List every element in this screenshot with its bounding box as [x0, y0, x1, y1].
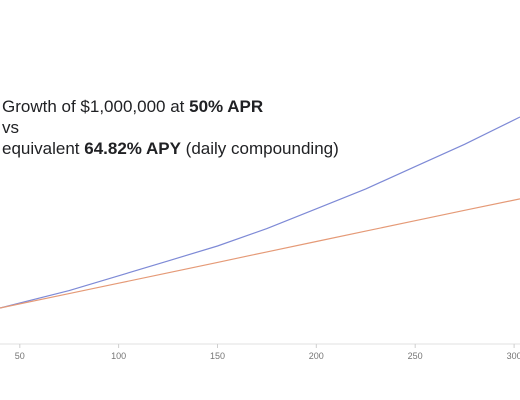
x-tick-label: 50	[15, 351, 25, 361]
x-tick-label: 250	[408, 351, 423, 361]
title-line-2: vs	[2, 118, 19, 137]
series-line-orange	[0, 198, 520, 309]
title-line-3: equivalent 64.82% APY (daily compounding…	[2, 138, 339, 159]
title-line-3-bold: 64.82% APY	[84, 139, 181, 158]
x-tick-label: 150	[210, 351, 225, 361]
series-layer	[0, 116, 520, 309]
title-line-3-prefix: equivalent	[2, 139, 85, 158]
title-line-1: Growth of $1,000,000 at 50% APR	[2, 96, 339, 117]
x-axis-ticks: 50 100 150 200 250 300	[15, 344, 520, 361]
title-line-1-prefix: Growth of $1,000,000 at	[2, 97, 190, 116]
x-tick-label: 300	[507, 351, 520, 361]
x-tick-label: 200	[309, 351, 324, 361]
title-line-3-suffix: (daily compounding)	[180, 139, 339, 158]
title-line-1-bold: 50% APR	[189, 97, 264, 116]
chart-title: Growth of $1,000,000 at 50% APR vs equiv…	[2, 96, 339, 159]
series-line-blue	[0, 116, 520, 309]
x-tick-label: 100	[111, 351, 126, 361]
